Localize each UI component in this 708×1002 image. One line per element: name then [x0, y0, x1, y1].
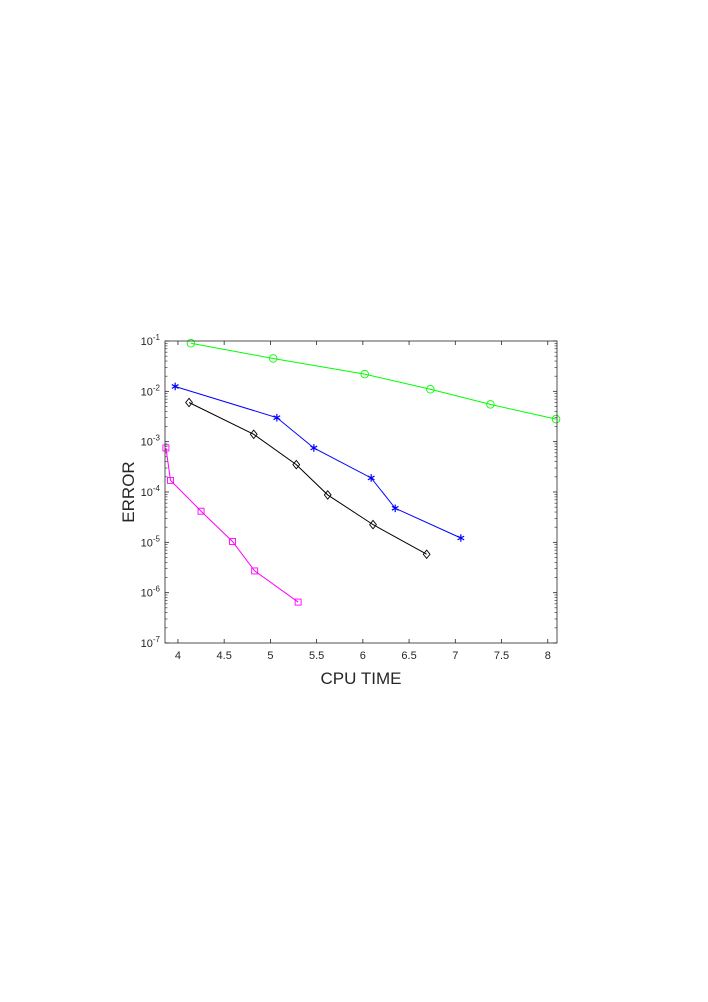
series-asterisk — [171, 382, 465, 542]
data-point — [294, 598, 302, 606]
y-tick-base: 10 — [141, 638, 153, 650]
y-tick-base: 10 — [141, 537, 153, 549]
data-point — [249, 429, 258, 440]
data-point — [171, 382, 179, 391]
data-point — [268, 354, 278, 363]
series-square — [162, 444, 302, 606]
x-tick-label: 5.5 — [309, 650, 324, 662]
series-line — [165, 447, 299, 603]
data-point — [426, 384, 435, 394]
y-tick-base: 10 — [141, 487, 153, 499]
y-tick-base: 10 — [141, 386, 153, 398]
y-tick-exponent: -4 — [153, 484, 161, 493]
data-point — [185, 397, 193, 408]
y-tick-exponent: -5 — [153, 534, 161, 543]
y-tick-label: 10-5 — [141, 534, 161, 549]
data-point — [391, 504, 399, 513]
ticks-layer: 4 4.5 5 5.5 6 6.5 7 7.5 810-710-610-510-410-310-… — [141, 333, 557, 662]
y-tick-label: 10-3 — [141, 434, 161, 449]
data-point — [486, 400, 495, 409]
y-tick-exponent: -6 — [153, 585, 161, 594]
series-line — [190, 342, 557, 420]
y-tick-label: 10-4 — [141, 484, 161, 499]
data-point — [273, 413, 281, 422]
data-point — [197, 507, 205, 515]
data-point — [457, 534, 465, 542]
x-tick-label: 7.5 — [494, 650, 509, 662]
y-tick-exponent: -1 — [153, 333, 161, 342]
y-axis-title: ERROR — [119, 461, 138, 522]
series-diamond — [185, 397, 431, 560]
data-point — [422, 549, 431, 560]
y-tick-exponent: -2 — [153, 383, 161, 392]
data-point — [229, 538, 236, 545]
y-tick-base: 10 — [141, 437, 153, 449]
y-tick-exponent: -7 — [153, 635, 161, 644]
x-tick-label: 7 — [452, 650, 458, 662]
y-tick-label: 10-6 — [141, 585, 161, 600]
x-tick-label: 6 — [360, 650, 366, 662]
data-point — [162, 444, 170, 452]
x-tick-label: 6.5 — [401, 650, 416, 662]
data-point — [292, 459, 301, 470]
y-tick-label: 10-2 — [141, 383, 161, 398]
x-tick-label: 4.5 — [217, 650, 232, 662]
plot-area — [165, 341, 557, 643]
y-tick-label: 10-7 — [141, 635, 161, 650]
data-point — [251, 567, 259, 575]
data-point — [360, 369, 369, 379]
y-tick-base: 10 — [141, 336, 153, 348]
y-tick-label: 10-1 — [141, 333, 161, 348]
data-point — [167, 476, 174, 484]
series-circle — [186, 339, 561, 424]
data-point — [369, 519, 377, 530]
x-axis-title: CPU TIME — [321, 669, 402, 688]
y-tick-base: 10 — [141, 588, 153, 600]
x-tick-label: 4 — [175, 650, 181, 662]
series-layer — [162, 339, 561, 606]
data-point — [323, 489, 332, 500]
y-tick-exponent: -3 — [153, 434, 161, 443]
data-point — [551, 414, 561, 424]
x-tick-label: 5 — [267, 650, 273, 662]
data-point — [186, 339, 196, 348]
data-point — [367, 474, 375, 482]
data-point — [310, 444, 318, 452]
x-tick-label: 8 — [545, 650, 551, 662]
plot-frame — [164, 340, 558, 644]
series-line — [175, 385, 462, 539]
series-line — [188, 402, 427, 555]
